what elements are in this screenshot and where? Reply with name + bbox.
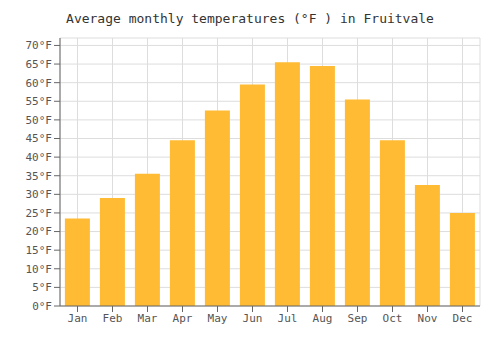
svg-text:65°F: 65°F	[26, 58, 53, 71]
svg-text:Jun: Jun	[243, 312, 263, 325]
svg-text:20°F: 20°F	[26, 225, 53, 238]
html-text:Average monthly temperatures (: Average monthly temperatures (°F ) in Fr…	[66, 11, 434, 26]
svg-text:Dec: Dec	[453, 312, 473, 325]
svg-text:Apr: Apr	[173, 312, 193, 325]
svg-text:55°F: 55°F	[26, 95, 53, 108]
svg-text:Aug: Aug	[313, 312, 333, 325]
svg-text:May: May	[208, 312, 228, 325]
svg-text:0°F: 0°F	[32, 300, 52, 313]
svg-text:40°F: 40°F	[26, 151, 53, 164]
svg-text:45°F: 45°F	[26, 132, 53, 145]
svg-text:Jul: Jul	[278, 312, 298, 325]
svg-text:50°F: 50°F	[26, 114, 53, 127]
svg-text:60°F: 60°F	[26, 77, 53, 90]
svg-text:35°F: 35°F	[26, 170, 53, 183]
svg-text:Oct: Oct	[383, 312, 403, 325]
svg-text:Mar: Mar	[138, 312, 158, 325]
svg-text:30°F: 30°F	[26, 188, 53, 201]
svg-text:25°F: 25°F	[26, 207, 53, 220]
svg-text:Jan: Jan	[68, 312, 88, 325]
svg-text:Sep: Sep	[348, 312, 368, 325]
svg-text:5°F: 5°F	[32, 281, 52, 294]
svg-text:10°F: 10°F	[26, 263, 53, 276]
svg-text:Nov: Nov	[418, 312, 438, 325]
svg-text:Feb: Feb	[103, 312, 123, 325]
svg-text:15°F: 15°F	[26, 244, 53, 257]
svg-text:70°F: 70°F	[26, 39, 53, 52]
